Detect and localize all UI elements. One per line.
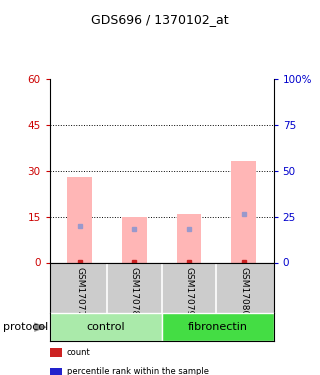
Bar (67, 177, 92, 262)
Text: GSM17080: GSM17080 (239, 267, 248, 316)
Polygon shape (34, 322, 47, 332)
Text: control: control (86, 322, 125, 332)
Text: GSM17077: GSM17077 (75, 267, 84, 316)
Bar (177, 213, 201, 262)
Text: protocol: protocol (3, 322, 48, 332)
Bar (162, 313, 274, 341)
Bar (122, 217, 147, 262)
Text: GSM17079: GSM17079 (184, 267, 193, 316)
Text: percentile rank within the sample: percentile rank within the sample (67, 368, 209, 375)
Text: count: count (67, 348, 90, 357)
Text: GSM17078: GSM17078 (130, 267, 139, 316)
Bar (50, 313, 162, 341)
Text: fibronectin: fibronectin (188, 322, 248, 332)
Bar (231, 161, 256, 262)
Text: GDS696 / 1370102_at: GDS696 / 1370102_at (91, 13, 229, 26)
